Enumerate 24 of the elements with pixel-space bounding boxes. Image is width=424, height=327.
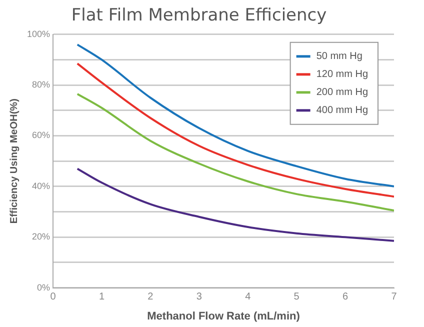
y-tick-label: 20%	[32, 232, 50, 242]
x-tick-label: 0	[50, 292, 56, 303]
y-tick-label: 80%	[32, 80, 50, 90]
legend-label: 120 mm Hg	[316, 69, 368, 80]
x-tick-label: 2	[148, 292, 154, 303]
x-tick-label: 4	[245, 292, 252, 303]
y-tick-label: 100%	[26, 28, 50, 39]
legend-label: 50 mm Hg	[316, 51, 362, 62]
x-tick-label: 7	[391, 292, 398, 303]
line-series	[76, 44, 394, 188]
x-tick-label: 5	[294, 292, 300, 303]
y-axis-title: Efficiency Using MeOH(%)	[8, 98, 20, 224]
legend-label: 200 mm Hg	[316, 87, 368, 98]
x-tick-label: 1	[98, 292, 105, 303]
x-tick-label: 6	[342, 292, 349, 303]
line-series	[76, 62, 394, 198]
y-tick-label: 0%	[37, 282, 50, 292]
x-axis-title: Methanol Flow Rate (mL/min)	[147, 310, 300, 322]
chart-title: Flat Film Membrane Efficiency	[71, 6, 327, 26]
legend-label: 400 mm Hg	[316, 105, 368, 116]
y-tick-label: 40%	[32, 180, 50, 191]
x-tick-label: 3	[196, 292, 202, 303]
line-series	[76, 168, 394, 242]
y-tick-label: 60%	[32, 130, 50, 140]
